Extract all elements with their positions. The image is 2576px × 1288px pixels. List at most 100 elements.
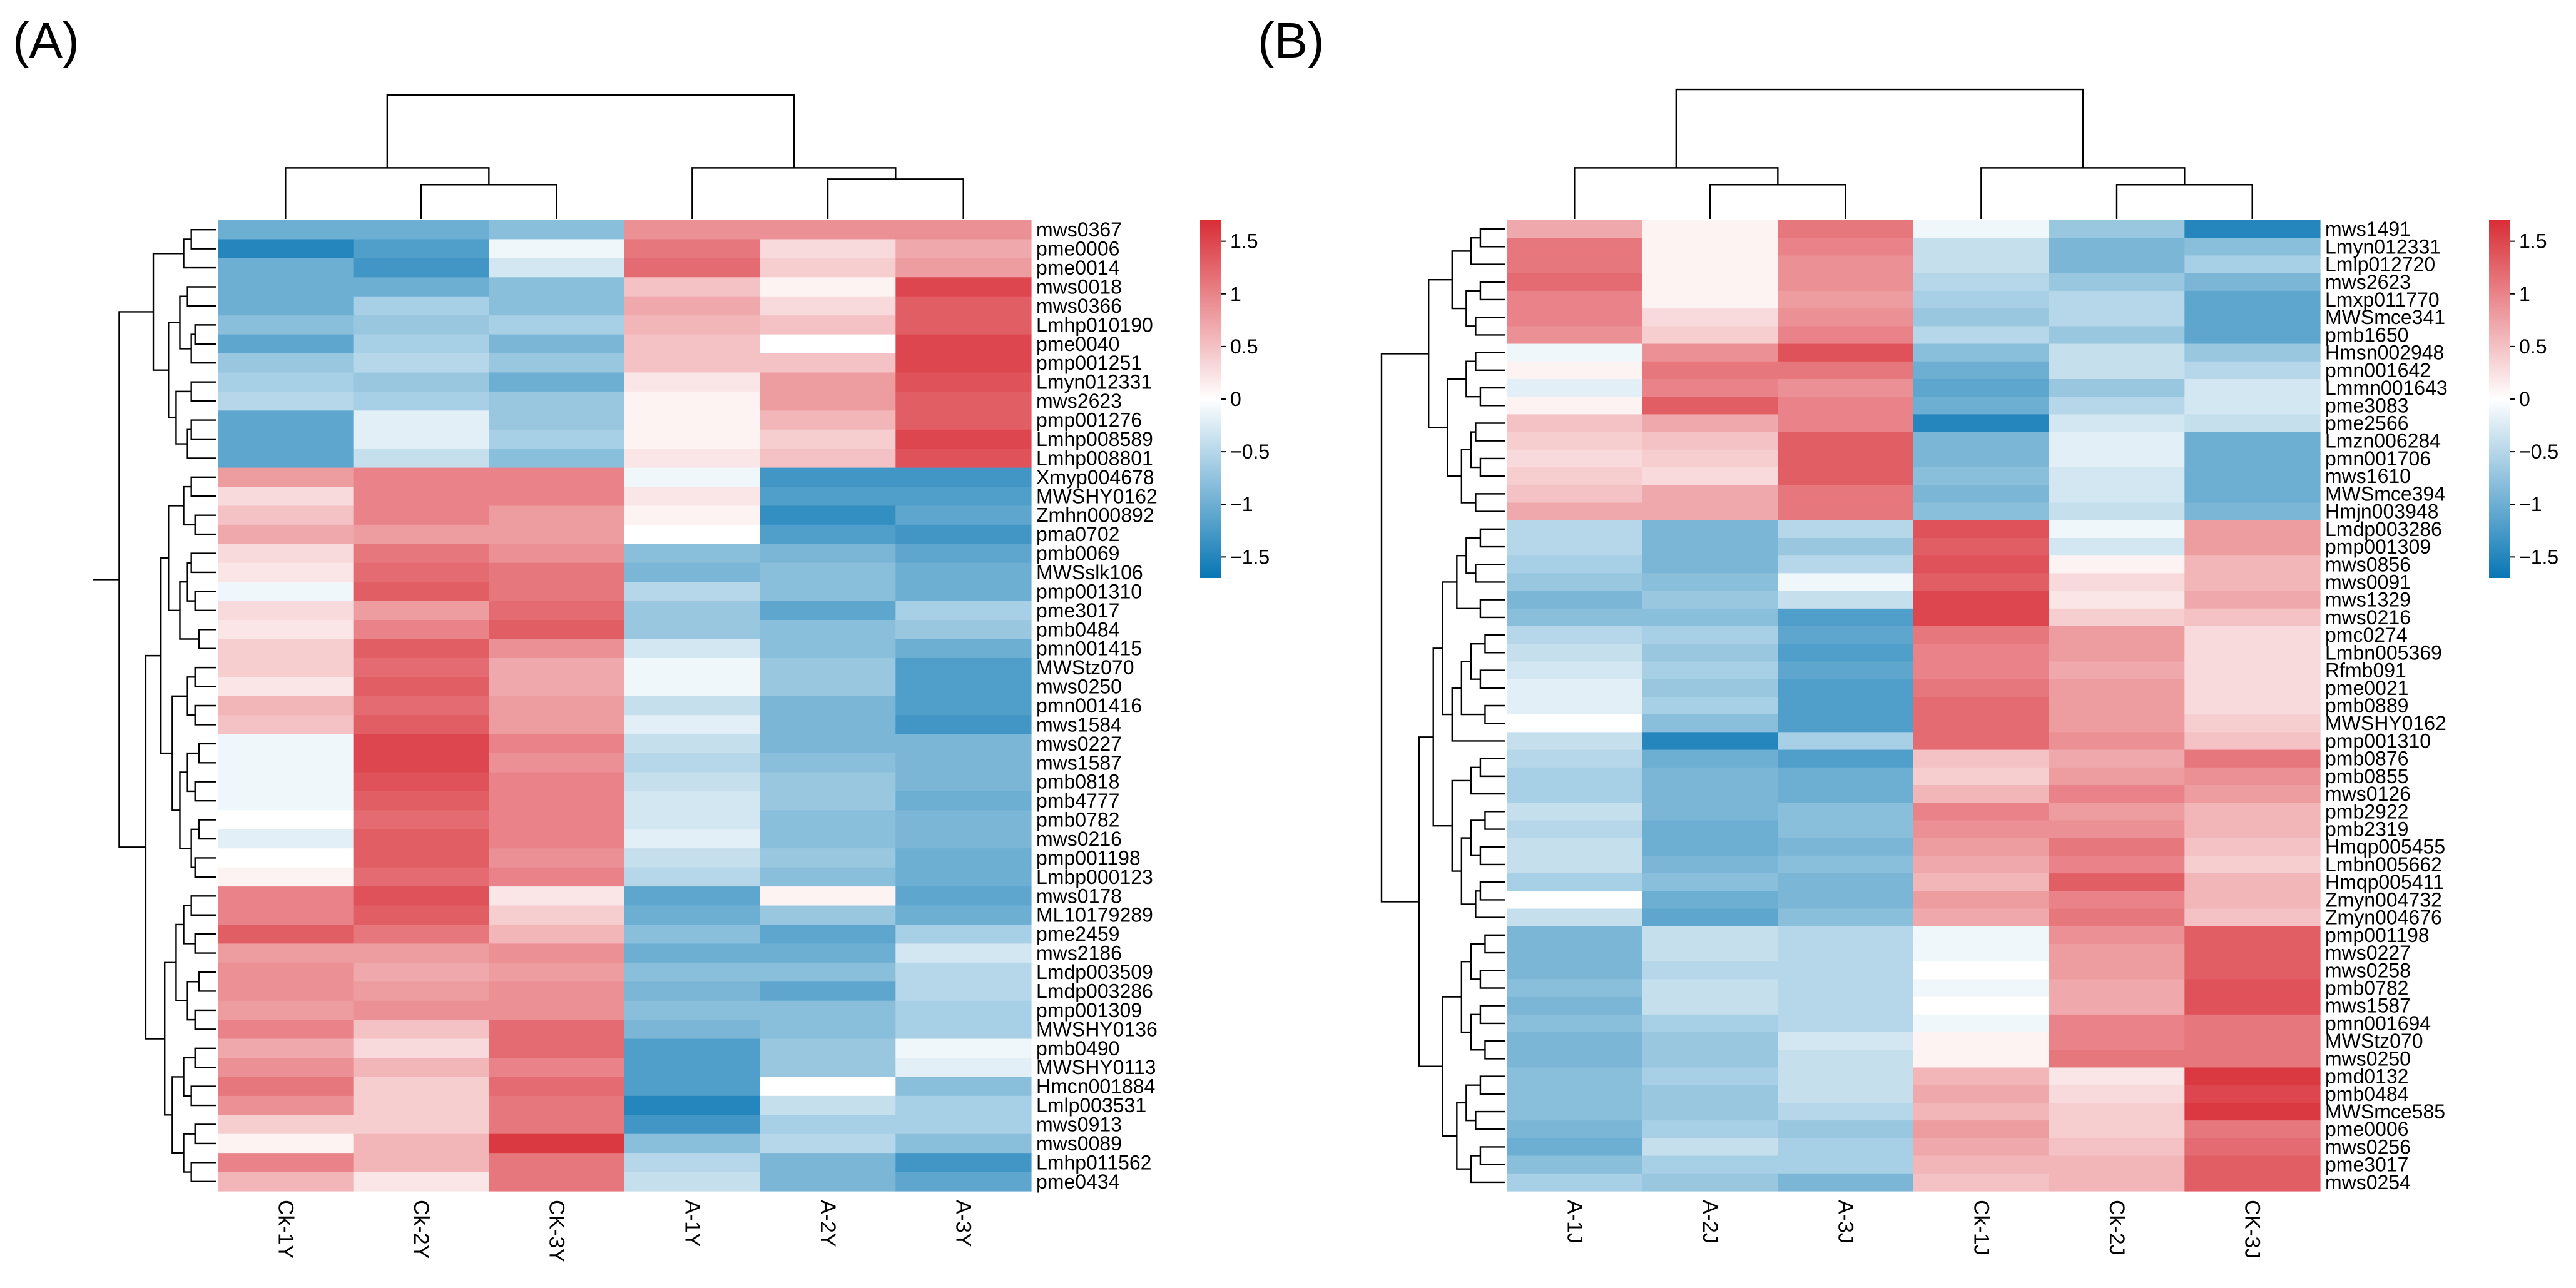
heatmap-cell [1778,803,1914,821]
heatmap-cell [1913,873,2050,891]
row-label: Lmdp003509 [1036,961,1153,983]
heatmap-cell [1507,1155,1643,1174]
heatmap-cell [218,239,354,259]
heatmap-cell [1507,943,1643,962]
heatmap-cell [489,1153,625,1173]
heatmap-cell [1642,290,1778,309]
heatmap-cell [1913,820,2050,839]
dendrogram-branch [145,654,165,1040]
dendrogram-branch [1675,88,2084,168]
heatmap-cell [895,1172,1032,1192]
heatmap-cell [2049,1085,2185,1103]
heatmap-cell [895,886,1032,906]
heatmap-cell [760,1020,896,1040]
heatmap-cell [353,905,489,925]
heatmap-cell [1642,520,1778,539]
heatmap-cell [2184,803,2321,821]
dendrogram-branch [1475,1110,1505,1130]
heatmap-cell [353,1133,489,1154]
heatmap-cell [895,715,1032,735]
heatmap-cell [353,1153,489,1173]
dendrogram-branch [1479,228,1505,248]
heatmap-cell [895,1057,1032,1078]
heatmap-cell [2184,943,2321,962]
dendrogram-branch [1456,1102,1471,1170]
heatmap-cell [2184,996,2321,1015]
heatmap-cell [1778,714,1914,733]
heatmap-cell [895,791,1032,811]
heatmap-cell [1507,767,1643,786]
heatmap-cell [218,810,354,830]
heatmap-cell [2184,714,2321,733]
heatmap-cell [1778,573,1914,592]
heatmap-cell [489,753,625,773]
heatmap-cell [489,791,625,811]
heatmap-cell [1507,591,1643,609]
heatmap-cell [895,620,1032,640]
heatmap-cell [1913,378,2050,397]
heatmap-cell [1913,537,2050,556]
heatmap-cell [1642,838,1778,856]
heatmap-cell [1913,891,2050,910]
heatmap-cell [2049,803,2185,821]
heatmap-cell [624,334,761,354]
row-label: Lmdp003286 [1036,980,1153,1002]
row-label: mws2623 [2325,271,2411,293]
heatmap-cell [624,582,761,602]
heatmap-cell [1507,326,1643,345]
heatmap-cell [1778,679,1914,697]
heatmap-cell [1778,220,1914,238]
dendrogram-branch [1465,290,1480,327]
heatmap-cell [760,1057,896,1078]
dendrogram-branch [1709,184,1846,219]
heatmap-cell [353,524,489,544]
heatmap-cell [895,1115,1032,1135]
row-label: pme3017 [2325,1154,2408,1176]
heatmap-cell [760,848,896,868]
heatmap-cell [489,601,625,621]
heatmap-cell [1642,555,1778,574]
heatmap-cell [1507,238,1643,256]
row-label: mws0250 [2325,1047,2411,1070]
heatmap-cell [1642,326,1778,345]
heatmap-cell [760,1153,896,1173]
dendrogram-branch [186,286,216,307]
dendrogram-branch [186,752,199,793]
heatmap-cell [1507,1120,1643,1138]
row-label: pmp001310 [1036,580,1142,602]
row-label: pme0434 [1036,1170,1119,1193]
heatmap-cell [1642,502,1778,521]
heatmap-cell [895,962,1032,982]
heatmap-cell [760,810,896,830]
heatmap-cell [1778,1050,1914,1068]
heatmap-cell [624,524,761,544]
heatmap-cell [895,239,1032,259]
heatmap-cell [1913,1050,2050,1068]
heatmap-cell [1507,979,1643,998]
dendrogram-branch [1484,934,1505,954]
heatmap-cell [1913,449,2050,468]
heatmap-cell [760,772,896,792]
heatmap-cell [624,639,761,659]
heatmap-cell [760,258,896,278]
heatmap-cell [1507,414,1643,433]
row-label: pmb1650 [2325,323,2408,346]
heatmap-cell [1913,1138,2050,1157]
heatmap-cell [2049,290,2185,309]
heatmap-cell [1913,573,2050,592]
heatmap-cells [218,220,1032,1192]
heatmap-cell [624,1038,761,1058]
heatmap-cell [353,981,489,1001]
heatmap-cell [760,1038,896,1058]
heatmap-cell [489,981,625,1001]
heatmap-cell [2184,555,2321,574]
heatmap-cell [624,562,761,582]
heatmap-cell [489,886,625,906]
heatmap-cell [353,867,489,887]
heatmap-cell [895,449,1032,469]
heatmap-cell [1642,679,1778,697]
heatmap-cell [218,391,354,411]
heatmap-cell [2049,1120,2185,1138]
dendrogram-branch [1475,564,1505,583]
heatmap-cell [489,924,625,944]
